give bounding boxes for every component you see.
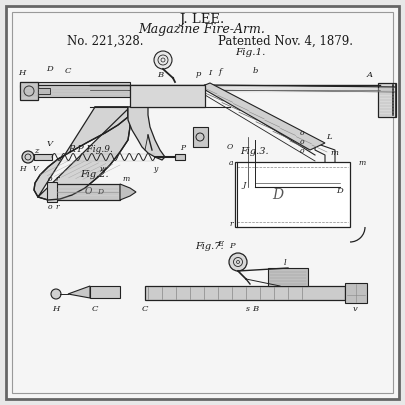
Text: D: D	[47, 65, 53, 73]
Text: H: H	[18, 69, 26, 77]
Text: D: D	[97, 188, 103, 196]
Text: l: l	[284, 259, 286, 267]
Text: m: m	[330, 149, 338, 157]
Bar	[145, 286, 345, 300]
Text: Patented Nov. 4, 1879.: Patented Nov. 4, 1879.	[217, 35, 352, 48]
Text: m: m	[122, 175, 129, 183]
Text: C: C	[92, 305, 98, 313]
Bar	[47, 182, 57, 202]
Text: D: D	[273, 188, 283, 202]
Text: L: L	[326, 133, 332, 141]
Circle shape	[154, 51, 172, 69]
Text: z: z	[34, 147, 38, 155]
Text: o: o	[48, 203, 52, 211]
Text: R P Fig.9.: R P Fig.9.	[68, 145, 113, 154]
Text: r: r	[229, 220, 233, 228]
Text: H: H	[19, 165, 25, 173]
Text: C: C	[65, 67, 71, 75]
Text: No. 221,328.: No. 221,328.	[67, 35, 143, 48]
Text: Fig.3.: Fig.3.	[240, 147, 269, 156]
Polygon shape	[128, 107, 165, 160]
Bar	[90, 286, 120, 298]
Bar	[55, 184, 120, 200]
Bar	[20, 85, 130, 97]
Text: b: b	[252, 67, 258, 75]
Bar	[235, 162, 350, 227]
Bar	[268, 268, 308, 286]
Text: C: C	[142, 305, 148, 313]
Text: H: H	[52, 305, 60, 313]
Text: w: w	[100, 165, 106, 173]
Text: J. LEE.: J. LEE.	[179, 13, 225, 26]
Text: I: I	[209, 69, 212, 77]
Text: Fig.1.: Fig.1.	[235, 48, 265, 57]
Text: s: s	[246, 305, 250, 313]
Text: v: v	[353, 305, 357, 313]
Polygon shape	[68, 286, 90, 298]
Text: y: y	[153, 165, 157, 173]
Bar	[345, 283, 367, 303]
Text: P: P	[181, 144, 185, 152]
Text: B: B	[157, 71, 163, 79]
Circle shape	[229, 253, 247, 271]
Text: E: E	[217, 240, 223, 248]
Polygon shape	[200, 83, 325, 150]
Text: p: p	[195, 70, 201, 78]
Text: Fig.2.: Fig.2.	[80, 170, 109, 179]
Bar	[130, 85, 205, 107]
Circle shape	[51, 289, 61, 299]
Text: V: V	[32, 165, 38, 173]
Bar	[378, 83, 396, 117]
Text: P: P	[229, 242, 235, 250]
Text: J: J	[243, 181, 246, 189]
Text: Magazine Fire-Arm.: Magazine Fire-Arm.	[139, 23, 265, 36]
Polygon shape	[34, 107, 130, 200]
Text: O: O	[227, 143, 233, 151]
Text: r: r	[55, 175, 59, 183]
Bar	[38, 88, 50, 94]
Text: V: V	[47, 140, 53, 148]
Text: m: m	[358, 159, 365, 167]
Text: f: f	[218, 68, 222, 76]
Text: o: o	[300, 129, 304, 137]
Circle shape	[22, 151, 34, 163]
Text: a: a	[228, 159, 233, 167]
Text: o: o	[48, 175, 52, 183]
Bar	[20, 82, 38, 100]
Text: o: o	[300, 138, 304, 146]
Text: r: r	[55, 203, 59, 211]
Text: Fig.7.: Fig.7.	[195, 242, 224, 251]
Polygon shape	[120, 184, 136, 200]
Text: A: A	[367, 71, 373, 79]
Bar	[20, 82, 130, 87]
Bar	[193, 127, 208, 147]
Bar	[175, 154, 185, 160]
Text: O: O	[84, 188, 92, 196]
Text: o: o	[300, 147, 304, 155]
Bar	[34, 154, 52, 160]
Text: B: B	[252, 305, 258, 313]
Text: D: D	[336, 187, 343, 195]
